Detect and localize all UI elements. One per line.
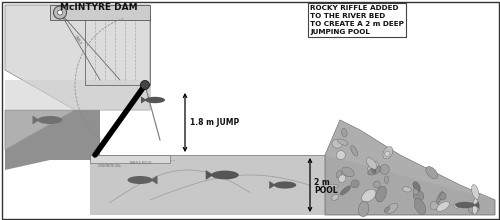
Ellipse shape (372, 165, 376, 174)
Ellipse shape (351, 146, 358, 156)
Circle shape (58, 10, 62, 15)
Ellipse shape (368, 166, 381, 175)
Ellipse shape (414, 191, 424, 201)
Polygon shape (5, 80, 150, 110)
Ellipse shape (414, 198, 426, 215)
Text: BAFFLE BLOCK: BAFFLE BLOCK (130, 161, 152, 165)
Ellipse shape (38, 116, 62, 124)
Ellipse shape (362, 189, 376, 202)
Ellipse shape (384, 176, 388, 183)
Polygon shape (269, 181, 276, 189)
Ellipse shape (426, 167, 438, 179)
Ellipse shape (472, 185, 479, 199)
Circle shape (54, 6, 66, 19)
Bar (85, 15, 150, 85)
Polygon shape (90, 155, 360, 215)
Text: POOL: POOL (314, 185, 338, 194)
Ellipse shape (454, 203, 458, 208)
Polygon shape (5, 110, 100, 170)
Ellipse shape (342, 167, 354, 177)
Ellipse shape (386, 203, 398, 213)
Ellipse shape (338, 139, 348, 145)
Ellipse shape (342, 128, 347, 137)
Ellipse shape (376, 186, 386, 202)
Text: CABLE: CABLE (72, 34, 83, 46)
Ellipse shape (336, 151, 345, 160)
Text: 2 m: 2 m (314, 178, 330, 187)
Ellipse shape (374, 181, 380, 188)
Ellipse shape (368, 162, 378, 173)
Ellipse shape (351, 180, 359, 188)
Ellipse shape (358, 202, 369, 217)
Text: 1.8 m JUMP: 1.8 m JUMP (190, 118, 240, 127)
Ellipse shape (336, 171, 342, 178)
Text: McINTYRE DAM: McINTYRE DAM (60, 2, 138, 11)
Ellipse shape (338, 175, 346, 182)
Ellipse shape (145, 97, 165, 103)
Ellipse shape (430, 201, 438, 210)
Ellipse shape (384, 151, 390, 156)
Circle shape (140, 81, 149, 90)
Ellipse shape (440, 193, 446, 200)
Polygon shape (325, 120, 495, 200)
Ellipse shape (402, 187, 411, 192)
Polygon shape (150, 176, 158, 185)
Ellipse shape (472, 199, 478, 214)
Polygon shape (5, 5, 150, 110)
Polygon shape (206, 170, 214, 180)
Ellipse shape (436, 191, 443, 204)
Ellipse shape (455, 202, 475, 208)
Polygon shape (141, 96, 146, 104)
Ellipse shape (383, 147, 393, 159)
Bar (90, 155, 170, 163)
Ellipse shape (436, 202, 450, 211)
Polygon shape (32, 116, 40, 125)
Polygon shape (325, 120, 495, 215)
Ellipse shape (413, 182, 420, 191)
Ellipse shape (128, 176, 152, 184)
Ellipse shape (274, 182, 296, 189)
Ellipse shape (323, 184, 338, 188)
Ellipse shape (380, 165, 390, 174)
Text: CONCRETE SILL: CONCRETE SILL (98, 164, 122, 168)
Ellipse shape (332, 194, 338, 200)
Ellipse shape (384, 207, 390, 213)
Polygon shape (5, 110, 75, 150)
Ellipse shape (211, 170, 239, 179)
Ellipse shape (468, 202, 480, 214)
Ellipse shape (340, 186, 351, 195)
Bar (50, 5, 150, 20)
Ellipse shape (366, 158, 377, 169)
Polygon shape (474, 201, 479, 209)
Ellipse shape (332, 139, 342, 148)
Ellipse shape (413, 189, 418, 194)
Text: ROCKY RIFFLE ADDED
TO THE RIVER BED
TO CREATE A 2 m DEEP
JUMPING POOL: ROCKY RIFFLE ADDED TO THE RIVER BED TO C… (310, 5, 404, 35)
